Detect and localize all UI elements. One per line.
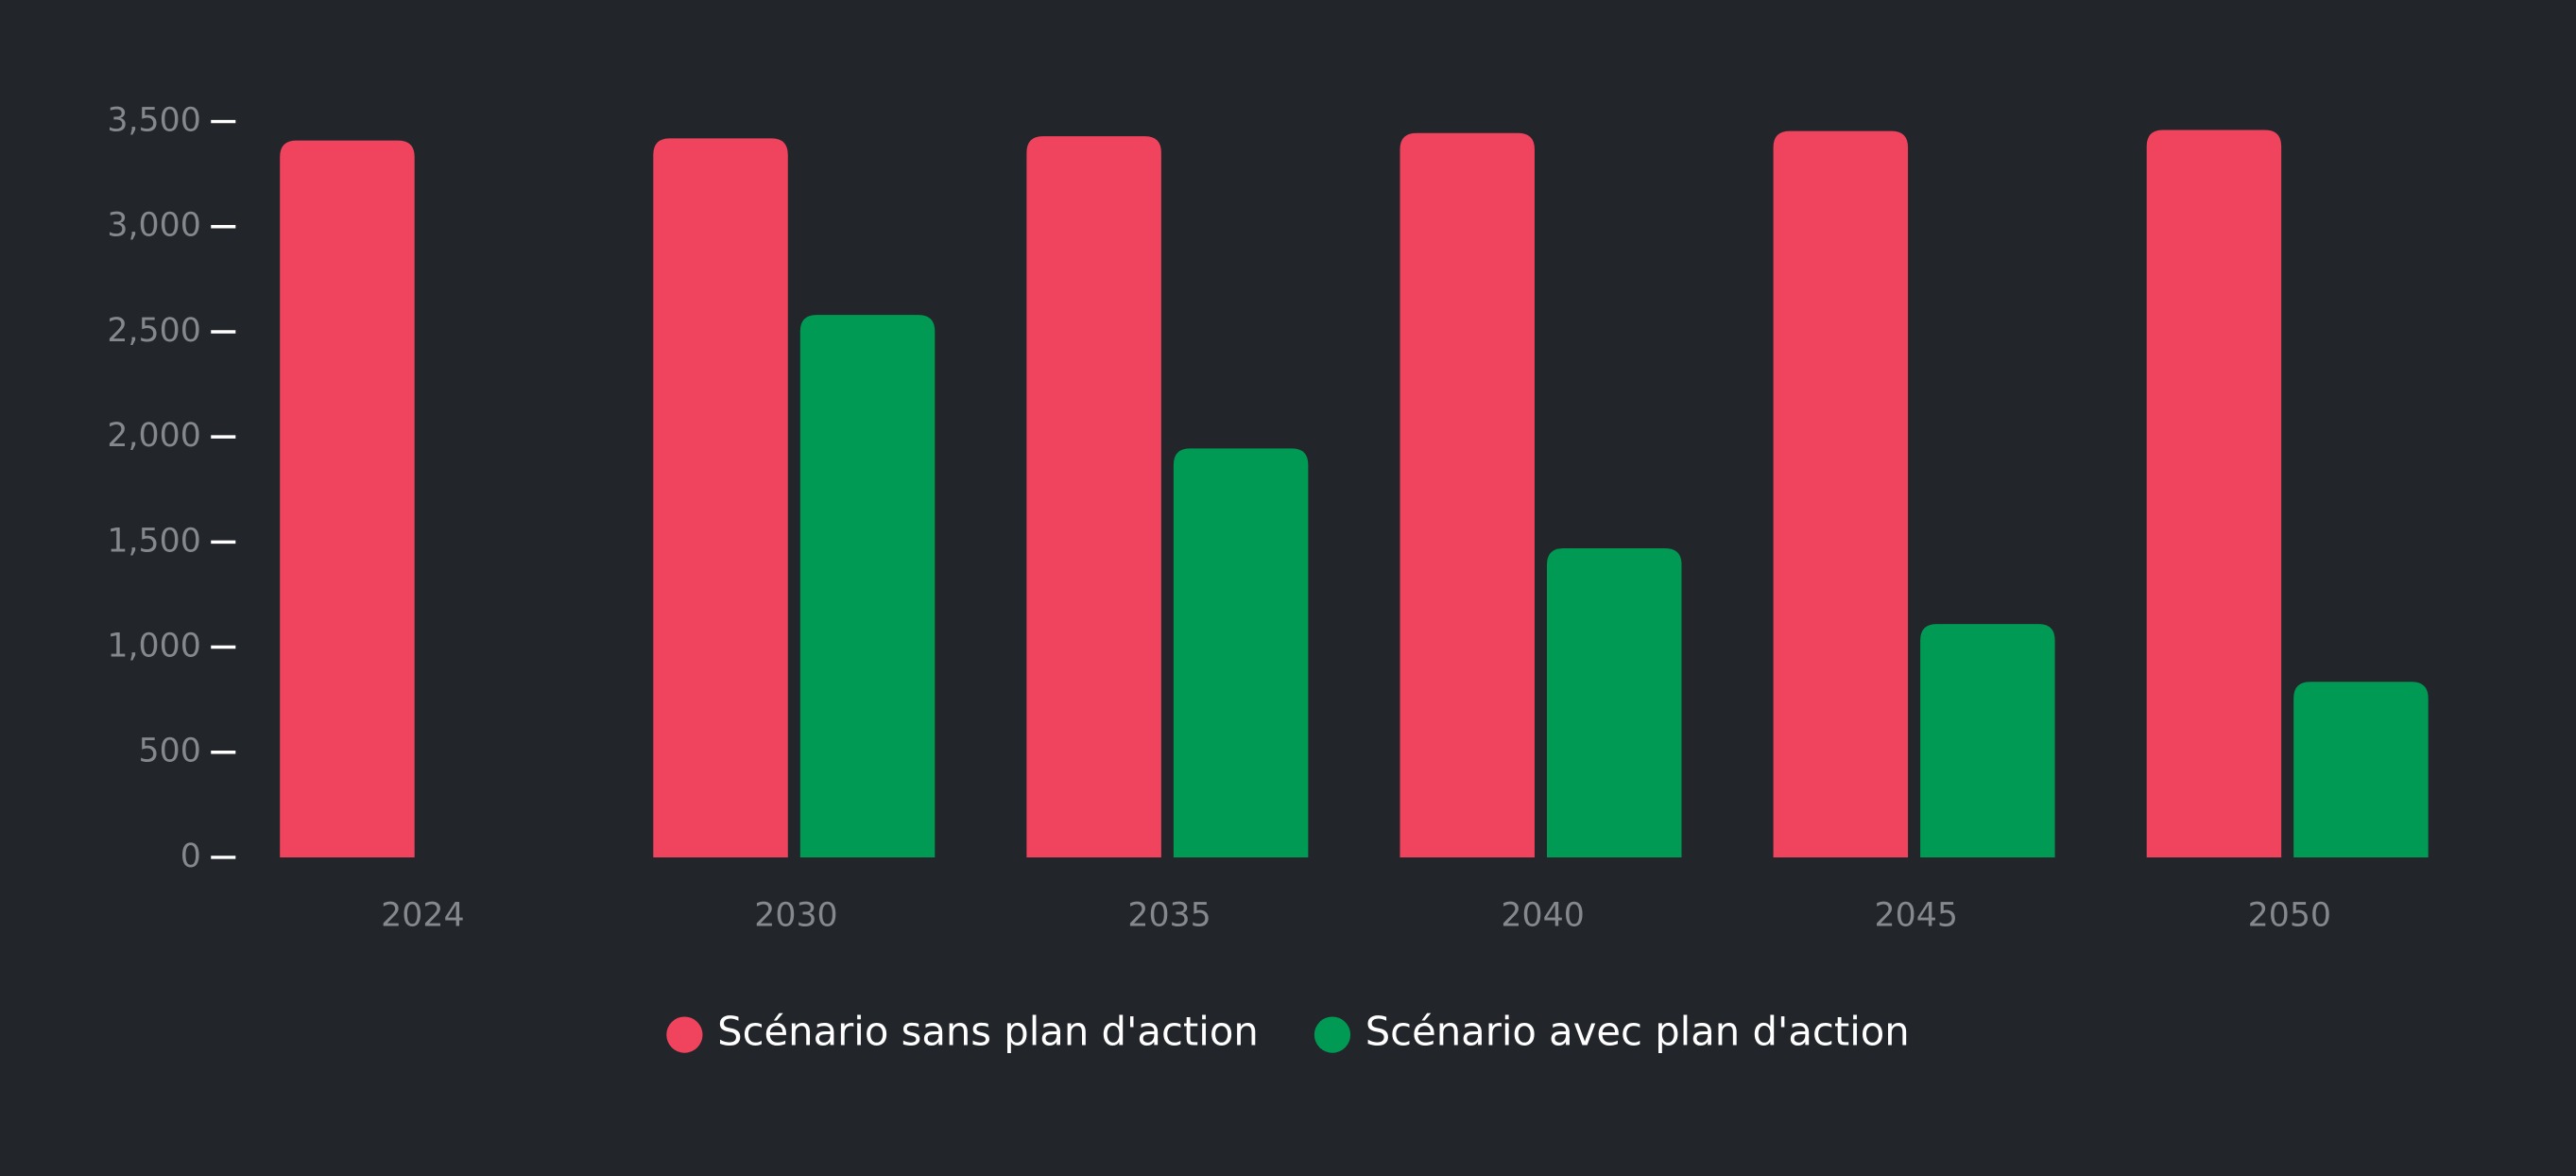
- bar: [1773, 130, 1909, 857]
- bar: [2293, 682, 2429, 857]
- x-tick-label: 2024: [381, 896, 464, 934]
- legend-label: Scénario avec plan d'action: [1365, 1009, 1910, 1055]
- x-tick-label: 2040: [1501, 896, 1584, 934]
- bar: [1546, 548, 1682, 857]
- bar: [280, 140, 415, 857]
- legend-label: Scénario sans plan d'action: [717, 1009, 1259, 1055]
- bar: [799, 315, 936, 857]
- y-tick-label: 2,000: [107, 417, 200, 455]
- legend-marker: [666, 1016, 703, 1053]
- y-tick-label: 1,000: [107, 628, 200, 666]
- y-tick-label: 500: [139, 733, 201, 770]
- x-tick-label: 2030: [754, 896, 837, 934]
- y-tick-label: 3,000: [107, 207, 200, 245]
- x-tick-label: 2045: [1875, 896, 1958, 934]
- y-tick-label: 2,500: [107, 312, 200, 350]
- y-tick-label: 0: [180, 838, 201, 875]
- x-tick-label: 2050: [2248, 896, 2331, 934]
- y-tick-label: 3,500: [107, 102, 200, 140]
- bar: [1173, 448, 1309, 857]
- bar: [1026, 136, 1161, 857]
- bar: [1400, 132, 1535, 857]
- y-tick-label: 1,500: [107, 522, 200, 560]
- bar: [2146, 130, 2282, 857]
- x-tick-label: 2035: [1127, 896, 1211, 934]
- bar: [1920, 624, 2055, 857]
- bar: [653, 138, 788, 857]
- legend-marker: [1314, 1016, 1351, 1053]
